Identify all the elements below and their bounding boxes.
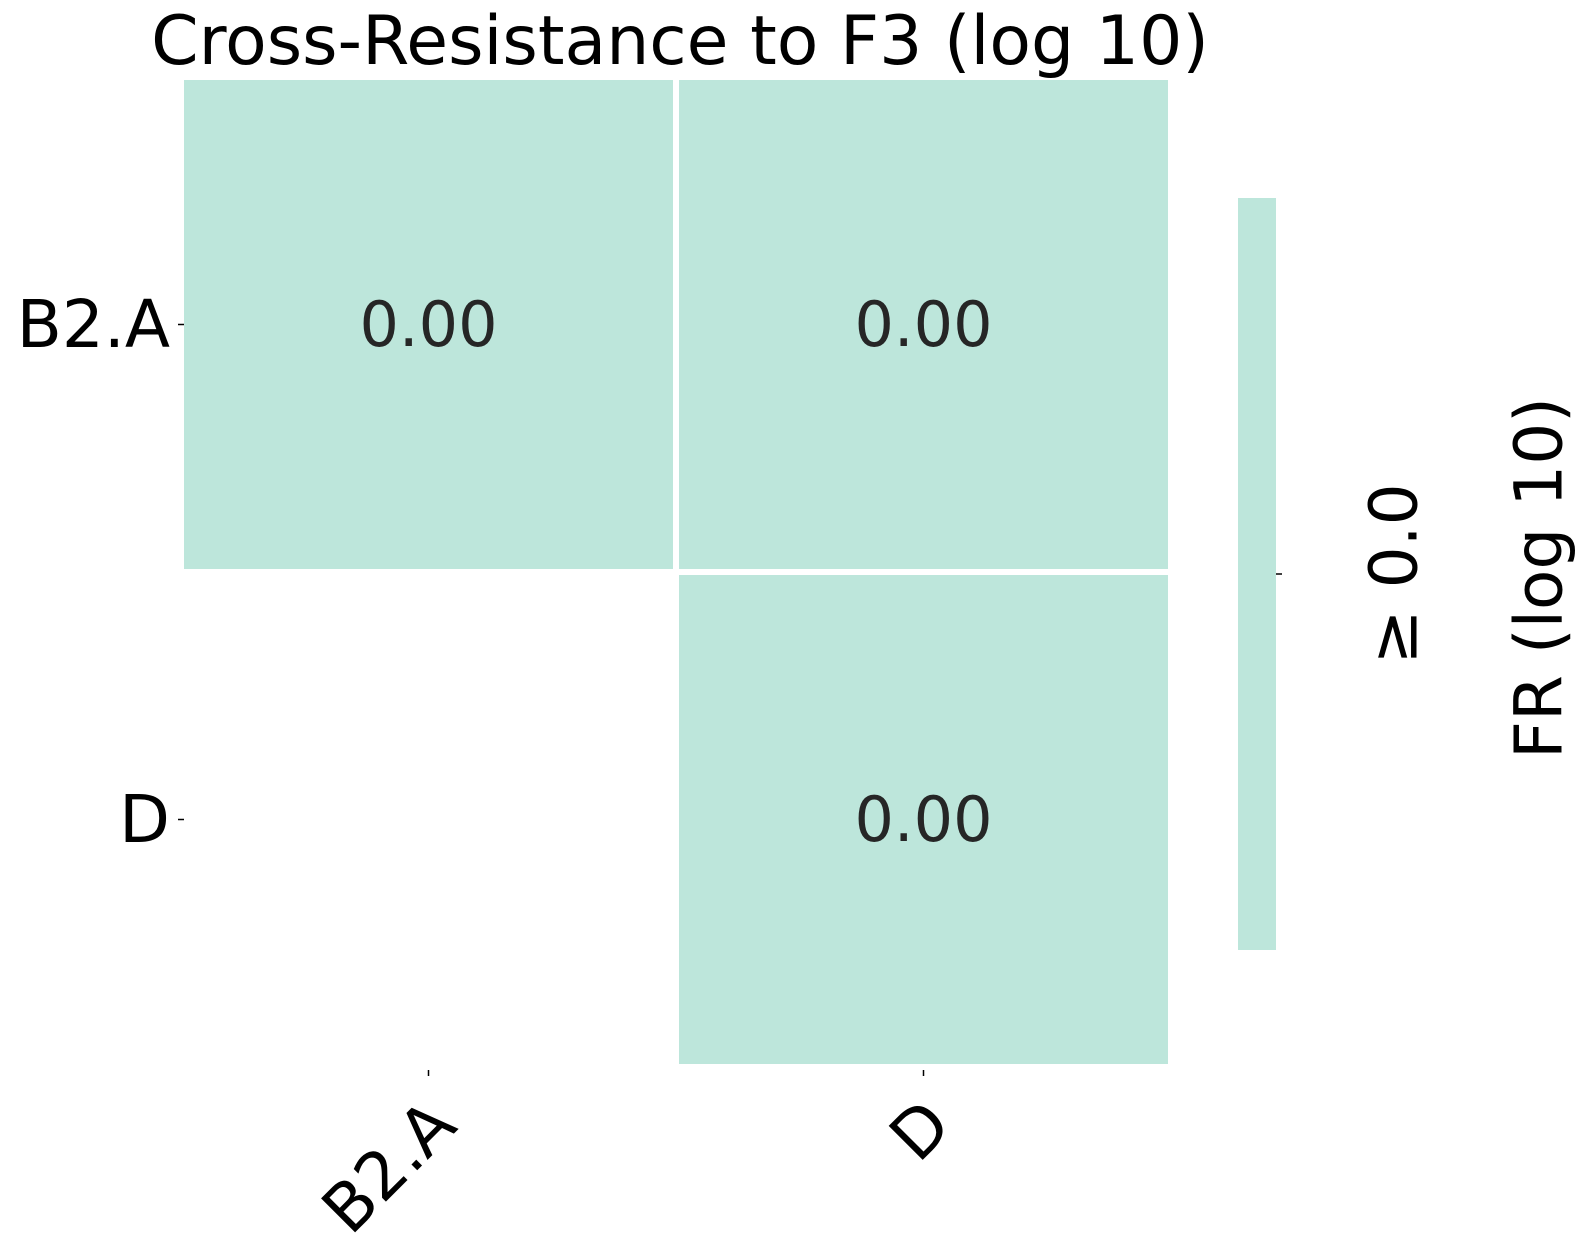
heatmap-cell (679, 80, 1168, 569)
cell-value-label: 0.00 (854, 288, 992, 361)
colorbar-gradient (1238, 198, 1276, 950)
cell-value-label: 0.00 (854, 783, 992, 856)
cell-annotations: 0.00 0.00 0.00 (359, 288, 992, 856)
y-tick-label: D (119, 781, 170, 858)
cell-value-label: 0.00 (359, 288, 497, 361)
y-axis: B2.A D (17, 286, 184, 858)
y-tick-label: B2.A (17, 286, 170, 363)
x-tick-label: D (875, 1085, 965, 1175)
heatmap-cell (679, 575, 1168, 1064)
colorbar: ≥ 0.0 FR (log 10) (1238, 198, 1578, 950)
chart-title: Cross-Resistance to F3 (log 10) (151, 2, 1209, 81)
colorbar-tick-label: ≥ 0.0 (1356, 483, 1433, 664)
heatmap-cells (184, 80, 1168, 1064)
x-tick-label: B2.A (307, 1085, 470, 1248)
x-axis: B2.A D (307, 1070, 965, 1248)
colorbar-label: FR (log 10) (1501, 397, 1578, 759)
heatmap-cell (184, 80, 673, 569)
